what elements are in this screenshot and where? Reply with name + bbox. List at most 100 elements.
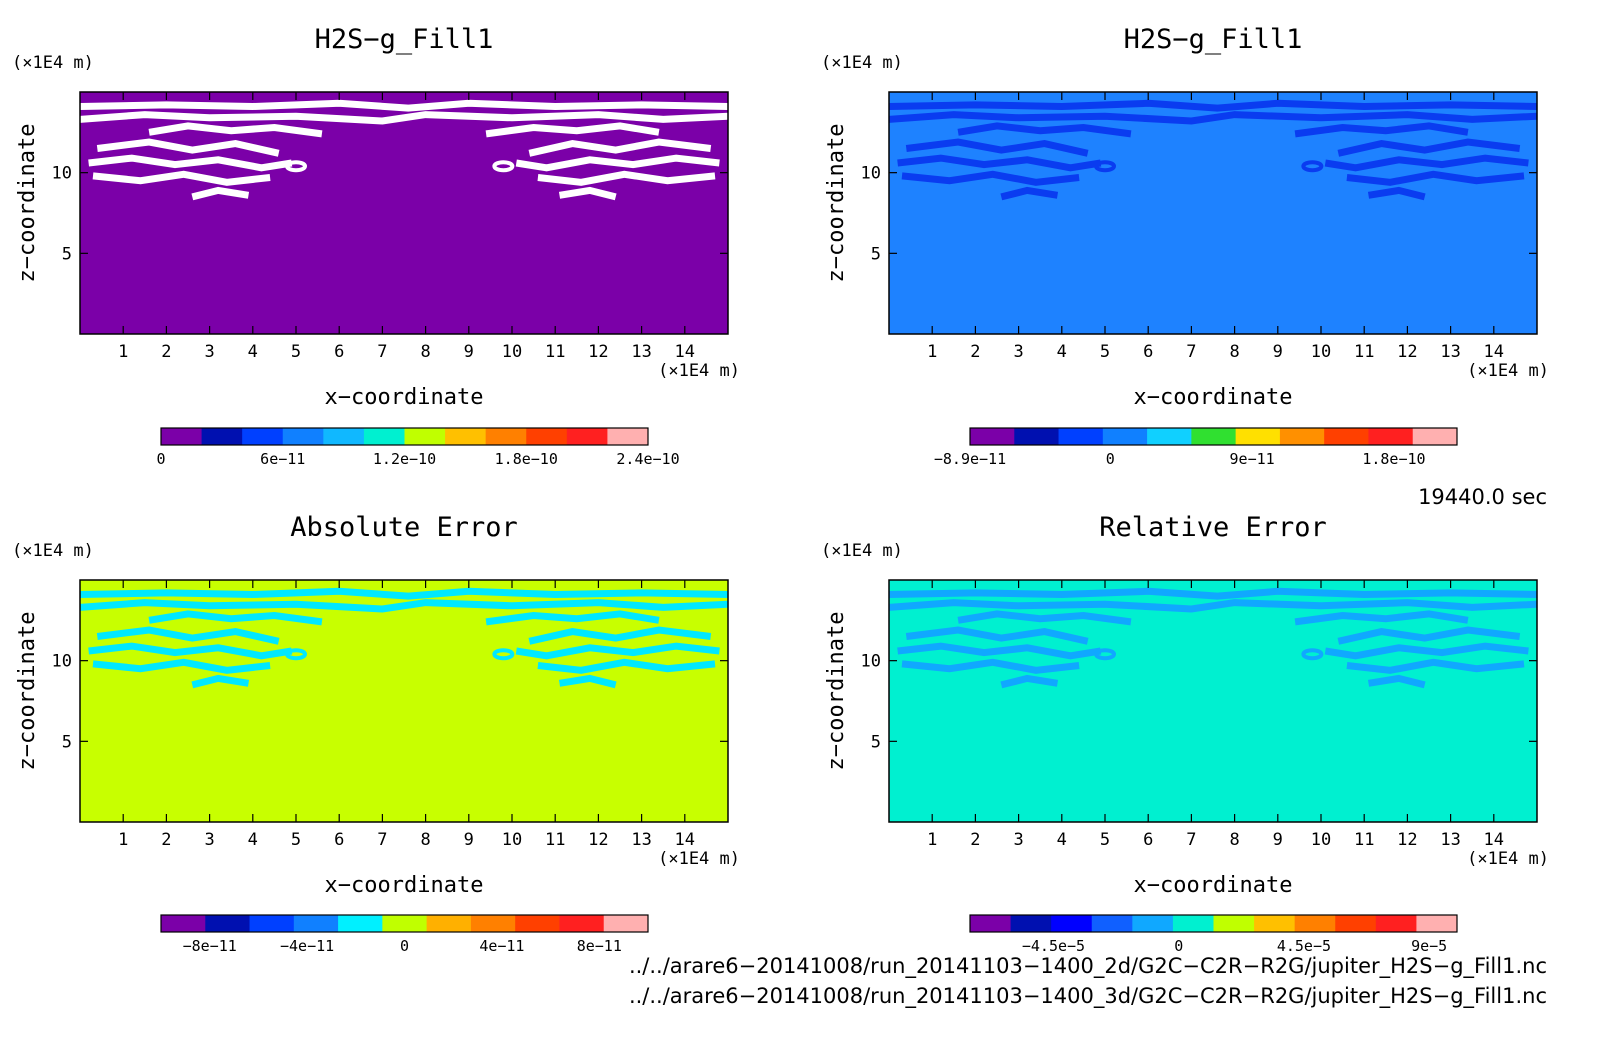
contour-band <box>1346 170 1525 186</box>
x-tick-label: 13 <box>1440 830 1460 850</box>
colorbar-swatch <box>1091 915 1133 932</box>
contour-band <box>1346 658 1525 674</box>
colorbar-swatch <box>1010 915 1052 932</box>
contour-band <box>191 674 250 689</box>
colorbar-tick-label: 0 <box>156 450 165 468</box>
x-axis-label: x−coordinate <box>1134 385 1293 410</box>
contour-band <box>957 610 1132 626</box>
x-tick-label: 4 <box>248 342 258 362</box>
colorbar-swatch <box>1335 915 1377 932</box>
x-tick-label: 2 <box>161 830 171 850</box>
colorbar-swatch <box>559 915 605 932</box>
x-tick-label: 4 <box>1057 342 1067 362</box>
contour-band <box>889 599 1537 613</box>
file-path-3d: ../../arare6−20141008/run_20141103−1400_… <box>628 984 1547 1008</box>
colorbar-swatch <box>1412 428 1458 445</box>
colorbar-swatch <box>338 915 383 932</box>
x-tick-label: 11 <box>545 342 565 362</box>
x-tick-label: 6 <box>1143 830 1153 850</box>
x-tick-label: 3 <box>204 830 214 850</box>
x-tick-label: 8 <box>420 830 430 850</box>
colorbar-swatch <box>161 428 203 445</box>
colorbar-swatch <box>1051 915 1093 932</box>
contour-band <box>88 154 293 172</box>
y-unit-label: (×1E4 m) <box>12 53 94 73</box>
colorbar-swatch <box>470 915 516 932</box>
colorbar-swatch <box>515 915 560 932</box>
contour-band <box>1337 626 1521 645</box>
x-tick-label: 1 <box>927 830 937 850</box>
contour-band <box>1324 154 1529 172</box>
y-axis-label: z−coordinate <box>15 124 40 283</box>
x-tick-label: 5 <box>291 342 301 362</box>
colorbar-tick-label: −8.9e−11 <box>934 450 1006 468</box>
colorbar-frame <box>160 914 649 933</box>
y-unit-label: (×1E4 m) <box>12 541 94 561</box>
contour-band <box>485 122 660 138</box>
colorbar-swatch <box>1213 915 1255 932</box>
x-tick-label: 1 <box>118 830 128 850</box>
colorbar-swatch <box>205 915 251 932</box>
contour-band <box>889 99 1537 112</box>
colorbar: −4.5e−5 0 4.5e−5 9e−5 <box>969 914 1458 955</box>
y-tick-label: 10 <box>861 652 881 672</box>
x-tick-label: 5 <box>1100 830 1110 850</box>
colorbar-tick-label: −4e−11 <box>280 937 334 955</box>
x-unit-label: (×1E4 m) <box>658 361 740 381</box>
plot-frame <box>79 91 729 335</box>
contour-band <box>537 658 716 674</box>
x-tick-label: 11 <box>1354 830 1374 850</box>
y-axis-label: z−coordinate <box>824 612 849 771</box>
y-unit-label: (×1E4 m) <box>821 541 903 561</box>
x-tick-label: 7 <box>377 830 387 850</box>
x-tick-label: 12 <box>1397 830 1417 850</box>
colorbar-swatch <box>249 915 295 932</box>
contour-spot <box>492 648 515 661</box>
time-label: 19440.0 sec <box>1418 485 1547 509</box>
contour-spot <box>1301 648 1324 661</box>
y-tick-label: 10 <box>861 164 881 184</box>
contour-band <box>148 122 323 138</box>
x-tick-label: 7 <box>1186 830 1196 850</box>
colorbar-swatch <box>1147 428 1192 445</box>
colorbar-tick-label: 4e−11 <box>479 937 524 955</box>
plot-frame <box>888 579 1538 823</box>
colorbar-swatch <box>1279 428 1325 445</box>
chart-title: Relative Error <box>1099 512 1327 543</box>
contour-band <box>528 626 712 645</box>
contour-band <box>889 587 1537 600</box>
colorbar-swatch <box>1102 428 1148 445</box>
contour-band <box>558 186 617 201</box>
contour-spot <box>1094 648 1116 661</box>
x-axis-label: x−coordinate <box>1134 873 1293 898</box>
colorbar-swatch <box>161 915 206 932</box>
contour-band <box>901 658 1080 674</box>
colorbar-swatch <box>607 428 649 445</box>
y-tick-label: 5 <box>871 244 881 264</box>
x-tick-label: 1 <box>927 342 937 362</box>
x-tick-label: 6 <box>334 830 344 850</box>
contour-band <box>96 626 280 645</box>
x-tick-label: 9 <box>464 830 474 850</box>
contour-band <box>1294 610 1469 626</box>
contour-band <box>897 642 1102 660</box>
x-tick-label: 6 <box>1143 342 1153 362</box>
y-axis-label: z−coordinate <box>15 612 40 771</box>
contour-band <box>905 626 1089 645</box>
colorbar-tick-label: 6e−11 <box>260 450 305 468</box>
colorbar-tick-label: 2.4e−10 <box>616 450 679 468</box>
chart-title: H2S−g_Fill1 <box>315 24 494 55</box>
colorbar-tick-label: 0 <box>1174 937 1183 955</box>
x-tick-label: 13 <box>1440 342 1460 362</box>
colorbar-swatch <box>242 428 284 445</box>
contour-band <box>558 674 617 689</box>
contour-spot <box>285 160 307 173</box>
chart-panel-4: Relative Error(×1E4 m)(×1E4 m)1 2 3 4 5 6 7 8 9 1… <box>821 512 1549 955</box>
y-unit-label: (×1E4 m) <box>821 53 903 73</box>
contour-band <box>897 154 1102 172</box>
x-tick-label: 5 <box>291 830 301 850</box>
x-unit-label: (×1E4 m) <box>1467 849 1549 869</box>
x-tick-label: 4 <box>1057 830 1067 850</box>
colorbar: 0 6e−11 1.2e−10 1.8e−10 2.4e−10 <box>156 427 680 468</box>
